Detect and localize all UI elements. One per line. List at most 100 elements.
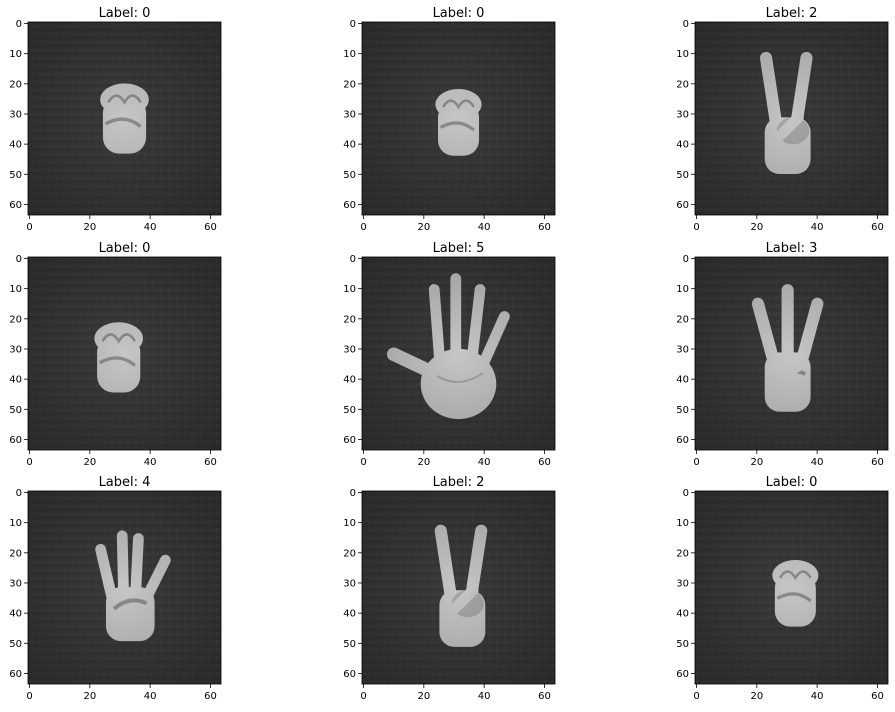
panel-title: Label: 0 xyxy=(766,475,818,490)
image-vignette xyxy=(28,257,221,450)
y-tick-label: 10 xyxy=(676,284,689,295)
image-panel: Label: 0 0 20 40 60 0 10 20 30 40 50 60 xyxy=(9,6,222,233)
y-tick-label: 20 xyxy=(343,548,356,559)
y-tick-label: 50 xyxy=(9,405,22,416)
image-vignette xyxy=(28,491,221,684)
image-vignette xyxy=(695,22,888,215)
y-tick-label: 0 xyxy=(16,19,22,30)
x-tick-label: 20 xyxy=(83,691,96,702)
y-tick-label: 30 xyxy=(343,578,356,589)
y-tick-label: 60 xyxy=(9,669,22,680)
x-tick-label: 60 xyxy=(538,222,551,233)
y-tick-label: 20 xyxy=(343,79,356,90)
y-tick-label: 10 xyxy=(676,49,689,60)
axes-frame xyxy=(694,21,889,216)
x-tick-label: 20 xyxy=(750,691,763,702)
panel-title: Label: 0 xyxy=(99,6,151,21)
x-tick-label: 60 xyxy=(204,222,217,233)
panel-title: Label: 0 xyxy=(433,6,485,21)
image-vignette xyxy=(695,257,888,450)
y-tick-label: 20 xyxy=(676,79,689,90)
axes-frame xyxy=(361,256,556,451)
x-tick-label: 60 xyxy=(871,222,884,233)
x-tick-label: 40 xyxy=(478,457,491,468)
y-tick-label: 50 xyxy=(343,170,356,181)
y-tick-label: 30 xyxy=(9,344,22,355)
x-tick-label: 0 xyxy=(693,691,699,702)
y-tick-label: 40 xyxy=(9,375,22,386)
x-tick-label: 40 xyxy=(811,457,824,468)
panel-title: Label: 3 xyxy=(766,241,818,256)
y-tick-label: 0 xyxy=(683,488,689,499)
y-tick-label: 0 xyxy=(350,254,356,265)
y-tick-label: 60 xyxy=(343,669,356,680)
y-tick-label: 40 xyxy=(343,375,356,386)
y-tick-label: 20 xyxy=(676,548,689,559)
x-tick-label: 0 xyxy=(26,691,32,702)
y-tick-label: 60 xyxy=(343,200,356,211)
axes-frame xyxy=(361,21,556,216)
y-tick-label: 30 xyxy=(676,109,689,120)
x-tick-label: 20 xyxy=(83,222,96,233)
x-tick-label: 20 xyxy=(750,222,763,233)
y-tick-label: 10 xyxy=(9,518,22,529)
y-tick-label: 0 xyxy=(16,488,22,499)
x-tick-label: 20 xyxy=(417,222,430,233)
axes-frame xyxy=(27,21,222,216)
y-tick-label: 40 xyxy=(9,609,22,620)
panel-title: Label: 2 xyxy=(433,475,485,490)
image-vignette xyxy=(362,22,555,215)
x-tick-label: 0 xyxy=(360,457,366,468)
panel-title: Label: 2 xyxy=(766,6,818,21)
y-tick-label: 30 xyxy=(676,578,689,589)
y-tick-label: 20 xyxy=(9,314,22,325)
y-tick-label: 40 xyxy=(676,140,689,151)
x-tick-label: 20 xyxy=(417,457,430,468)
y-tick-label: 30 xyxy=(9,109,22,120)
panel-title: Label: 5 xyxy=(433,241,485,256)
y-tick-label: 50 xyxy=(676,170,689,181)
y-tick-label: 50 xyxy=(9,639,22,650)
axes-frame xyxy=(27,490,222,685)
image-vignette xyxy=(28,22,221,215)
x-tick-label: 40 xyxy=(478,222,491,233)
x-tick-label: 20 xyxy=(83,457,96,468)
y-tick-label: 40 xyxy=(343,140,356,151)
image-vignette xyxy=(695,491,888,684)
y-tick-label: 50 xyxy=(676,405,689,416)
y-tick-label: 20 xyxy=(9,548,22,559)
y-tick-label: 0 xyxy=(16,254,22,265)
x-tick-label: 60 xyxy=(204,691,217,702)
x-tick-label: 60 xyxy=(871,457,884,468)
x-tick-label: 40 xyxy=(144,222,157,233)
y-tick-label: 60 xyxy=(9,200,22,211)
y-tick-label: 30 xyxy=(9,578,22,589)
image-panel: Label: 0 0 20 40 60 0 10 20 30 40 50 60 xyxy=(676,475,889,702)
image-panel: Label: 0 0 20 40 60 0 10 20 30 40 50 60 xyxy=(9,241,222,468)
image-panel: Label: 4 0 20 40 60 0 10 20 30 40 50 60 xyxy=(9,475,222,702)
x-tick-label: 20 xyxy=(750,457,763,468)
y-tick-label: 60 xyxy=(343,435,356,446)
y-tick-label: 10 xyxy=(9,49,22,60)
y-tick-label: 0 xyxy=(683,254,689,265)
axes-frame xyxy=(694,490,889,685)
y-tick-label: 40 xyxy=(343,609,356,620)
x-tick-label: 0 xyxy=(360,222,366,233)
y-tick-label: 40 xyxy=(9,140,22,151)
x-tick-label: 0 xyxy=(26,457,32,468)
y-tick-label: 20 xyxy=(343,314,356,325)
y-tick-label: 10 xyxy=(9,284,22,295)
axes-frame xyxy=(361,490,556,685)
x-tick-label: 0 xyxy=(26,222,32,233)
axes-frame xyxy=(27,256,222,451)
y-tick-label: 60 xyxy=(9,435,22,446)
x-tick-label: 0 xyxy=(693,457,699,468)
y-tick-label: 0 xyxy=(683,19,689,30)
y-tick-label: 30 xyxy=(343,109,356,120)
x-tick-label: 60 xyxy=(538,691,551,702)
x-tick-label: 60 xyxy=(871,691,884,702)
y-tick-label: 20 xyxy=(676,314,689,325)
image-panel: Label: 2 0 20 40 60 0 10 20 30 40 50 60 xyxy=(343,475,556,702)
y-tick-label: 40 xyxy=(676,609,689,620)
